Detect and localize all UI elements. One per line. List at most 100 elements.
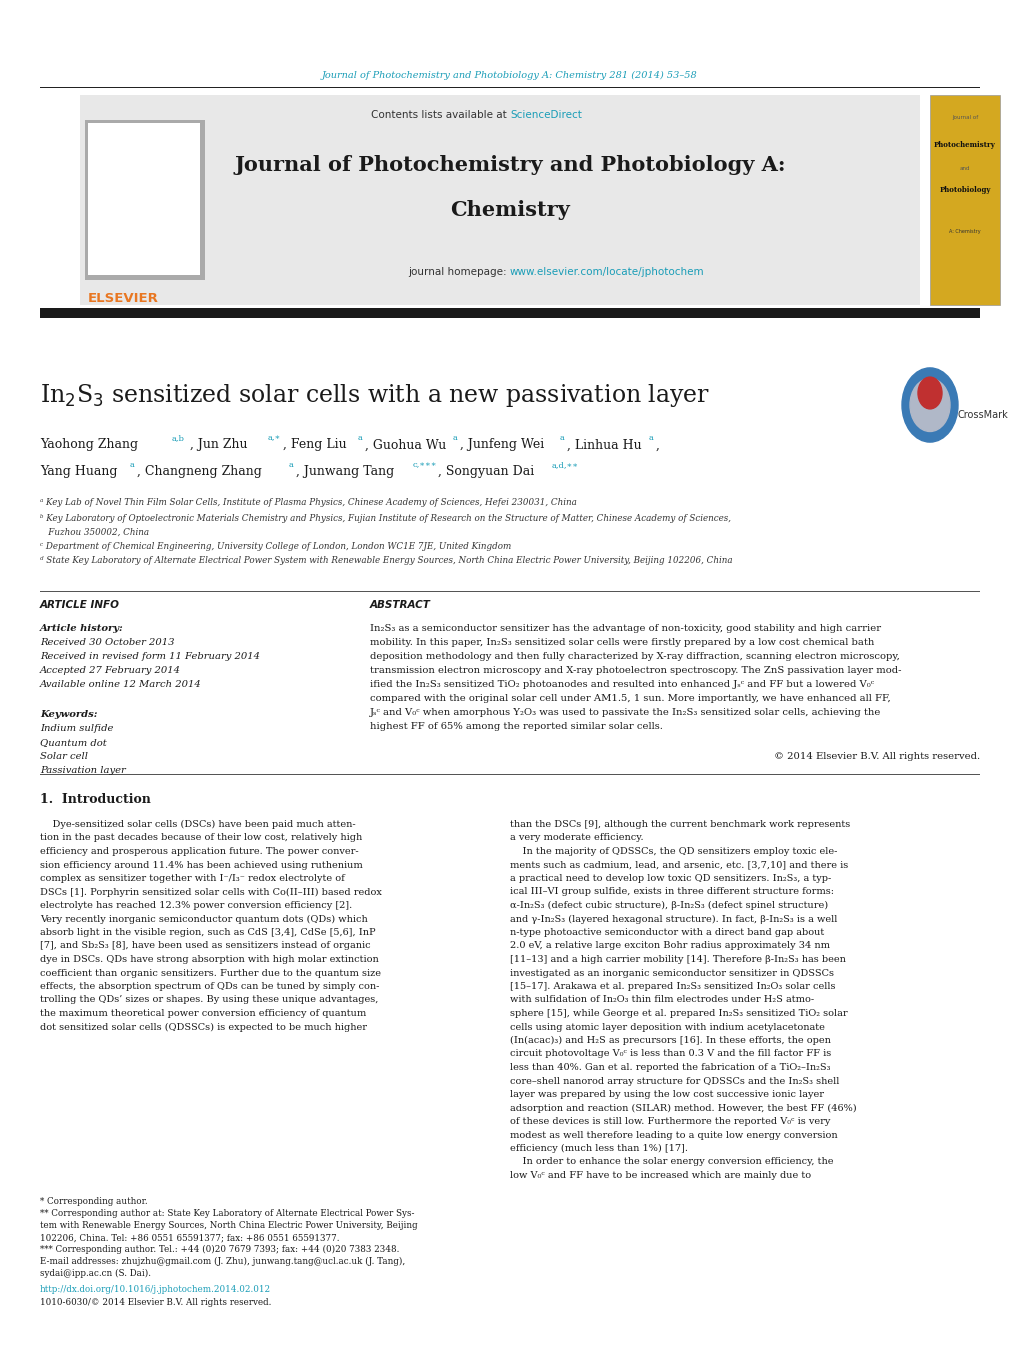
Text: www.elsevier.com/locate/jphotochem: www.elsevier.com/locate/jphotochem [510,267,704,277]
Text: transmission electron microscopy and X-ray photoelectron spectroscopy. The ZnS p: transmission electron microscopy and X-r… [370,666,901,676]
Text: ScienceDirect: ScienceDirect [510,109,581,120]
Text: , Linhua Hu: , Linhua Hu [567,439,641,451]
Text: efficiency (much less than 1%) [17].: efficiency (much less than 1%) [17]. [510,1144,688,1154]
Text: DSCs [1]. Porphyrin sensitized solar cells with Co(II–III) based redox: DSCs [1]. Porphyrin sensitized solar cel… [40,888,381,897]
Text: a: a [358,434,363,442]
Text: dye in DSCs. QDs have strong absorption with high molar extinction: dye in DSCs. QDs have strong absorption … [40,955,378,965]
Text: than the DSCs [9], although the current benchmark work represents: than the DSCs [9], although the current … [510,820,850,830]
Text: investigated as an inorganic semiconductor sensitizer in QDSSCs: investigated as an inorganic semiconduct… [510,969,834,978]
Text: ARTICLE INFO: ARTICLE INFO [40,600,120,611]
Text: c,∗∗∗: c,∗∗∗ [413,461,437,469]
Text: mobility. In this paper, In₂S₃ sensitized solar cells were firstly prepared by a: mobility. In this paper, In₂S₃ sensitize… [370,638,873,647]
Text: circuit photovoltage V₀ᶜ is less than 0.3 V and the fill factor FF is: circuit photovoltage V₀ᶜ is less than 0.… [510,1050,830,1058]
Text: with sulfidation of In₂O₃ thin film electrodes under H₂S atmo-: with sulfidation of In₂O₃ thin film elec… [510,996,813,1005]
Text: In$_2$S$_3$ sensitized solar cells with a new passivation layer: In$_2$S$_3$ sensitized solar cells with … [40,381,709,408]
Text: Available online 12 March 2014: Available online 12 March 2014 [40,680,202,689]
Text: sion efficiency around 11.4% has been achieved using ruthenium: sion efficiency around 11.4% has been ac… [40,861,363,870]
Text: Passivation layer: Passivation layer [40,766,125,775]
Text: A: Chemistry: A: Chemistry [949,230,980,235]
Text: tem with Renewable Energy Sources, North China Electric Power University, Beijin: tem with Renewable Energy Sources, North… [40,1221,417,1229]
Text: Keywords:: Keywords: [40,711,98,719]
Text: sydai@ipp.ac.cn (S. Dai).: sydai@ipp.ac.cn (S. Dai). [40,1269,151,1278]
Text: Article history:: Article history: [40,624,123,634]
Text: and: and [959,166,969,170]
Text: a: a [648,434,653,442]
Text: Chemistry: Chemistry [449,200,570,220]
Text: highest FF of 65% among the reported similar solar cells.: highest FF of 65% among the reported sim… [370,721,662,731]
Text: ᵇ Key Laboratory of Optoelectronic Materials Chemistry and Physics, Fujian Insti: ᵇ Key Laboratory of Optoelectronic Mater… [40,513,731,523]
Text: a,∗: a,∗ [268,434,281,442]
Text: ments such as cadmium, lead, and arsenic, etc. [3,7,10] and there is: ments such as cadmium, lead, and arsenic… [510,861,848,870]
Text: © 2014 Elsevier B.V. All rights reserved.: © 2014 Elsevier B.V. All rights reserved… [773,753,979,761]
Text: less than 40%. Gan et al. reported the fabrication of a TiO₂–In₂S₃: less than 40%. Gan et al. reported the f… [510,1063,829,1071]
Text: 102206, China. Tel: +86 0551 65591377; fax: +86 0551 65591377.: 102206, China. Tel: +86 0551 65591377; f… [40,1233,339,1242]
Text: 1010-6030/© 2014 Elsevier B.V. All rights reserved.: 1010-6030/© 2014 Elsevier B.V. All right… [40,1298,271,1306]
Text: Very recently inorganic semiconductor quantum dots (QDs) which: Very recently inorganic semiconductor qu… [40,915,368,924]
Text: , Junfeng Wei: , Junfeng Wei [460,439,544,451]
Text: In the majority of QDSSCs, the QD sensitizers employ toxic ele-: In the majority of QDSSCs, the QD sensit… [510,847,837,857]
Text: tion in the past decades because of their low cost, relatively high: tion in the past decades because of thei… [40,834,362,843]
Text: absorb light in the visible region, such as CdS [3,4], CdSe [5,6], InP: absorb light in the visible region, such… [40,928,375,938]
Text: α-In₂S₃ (defect cubic structure), β-In₂S₃ (defect spinel structure): α-In₂S₃ (defect cubic structure), β-In₂S… [510,901,827,911]
Text: and γ-In₂S₃ (layered hexagonal structure). In fact, β-In₂S₃ is a well: and γ-In₂S₃ (layered hexagonal structure… [510,915,837,924]
Text: ELSEVIER: ELSEVIER [88,292,159,304]
Text: Accepted 27 February 2014: Accepted 27 February 2014 [40,666,180,676]
Text: dot sensitized solar cells (QDSSCs) is expected to be much higher: dot sensitized solar cells (QDSSCs) is e… [40,1023,367,1032]
Text: n-type photoactive semiconductor with a direct band gap about: n-type photoactive semiconductor with a … [510,928,823,938]
Text: Contents lists available at: Contents lists available at [371,109,510,120]
Text: *** Corresponding author. Tel.: +44 (0)20 7679 7393; fax: +44 (0)20 7383 2348.: *** Corresponding author. Tel.: +44 (0)2… [40,1246,399,1254]
Text: a very moderate efficiency.: a very moderate efficiency. [510,834,643,843]
Text: adsorption and reaction (SILAR) method. However, the best FF (46%): adsorption and reaction (SILAR) method. … [510,1104,856,1113]
Text: 1.  Introduction: 1. Introduction [40,793,151,807]
Text: , Jun Zhu: , Jun Zhu [190,439,248,451]
Text: , Guohua Wu: , Guohua Wu [365,439,446,451]
Text: Solar cell: Solar cell [40,753,88,761]
Text: efficiency and prosperous application future. The power conver-: efficiency and prosperous application fu… [40,847,359,857]
Text: the maximum theoretical power conversion efficiency of quantum: the maximum theoretical power conversion… [40,1009,366,1019]
Text: layer was prepared by using the low cost successive ionic layer: layer was prepared by using the low cost… [510,1090,823,1098]
Text: Fuzhou 350002, China: Fuzhou 350002, China [40,528,149,536]
Text: ,: , [655,439,659,451]
Text: , Songyuan Dai: , Songyuan Dai [437,466,534,478]
Text: modest as well therefore leading to a quite low energy conversion: modest as well therefore leading to a qu… [510,1131,837,1139]
Text: Photochemistry: Photochemistry [933,141,995,149]
Text: complex as sensitizer together with I⁻/I₃⁻ redox electrolyte of: complex as sensitizer together with I⁻/I… [40,874,344,884]
Text: Quantum dot: Quantum dot [40,738,107,747]
Text: low V₀ᶜ and FF have to be increased which are mainly due to: low V₀ᶜ and FF have to be increased whic… [510,1171,810,1179]
Text: In order to enhance the solar energy conversion efficiency, the: In order to enhance the solar energy con… [510,1158,833,1166]
Text: , Feng Liu: , Feng Liu [282,439,346,451]
Text: a,b: a,b [172,434,184,442]
Text: ** Corresponding author at: State Key Laboratory of Alternate Electrical Power S: ** Corresponding author at: State Key La… [40,1209,414,1219]
Text: 2.0 eV, a relative large exciton Bohr radius approximately 34 nm: 2.0 eV, a relative large exciton Bohr ra… [510,942,829,951]
Text: ified the In₂S₃ sensitized TiO₂ photoanodes and resulted into enhanced Jₛᶜ and F: ified the In₂S₃ sensitized TiO₂ photoano… [370,680,873,689]
Text: Jₛᶜ and V₀ᶜ when amorphous Y₂O₃ was used to passivate the In₂S₃ sensitized solar: Jₛᶜ and V₀ᶜ when amorphous Y₂O₃ was used… [370,708,880,717]
Text: core–shell nanorod array structure for QDSSCs and the In₂S₃ shell: core–shell nanorod array structure for Q… [510,1077,839,1085]
Text: of these devices is still low. Furthermore the reported V₀ᶜ is very: of these devices is still low. Furthermo… [510,1117,829,1125]
Text: Received 30 October 2013: Received 30 October 2013 [40,638,174,647]
Text: In₂S₃ as a semiconductor sensitizer has the advantage of non-toxicity, good stab: In₂S₃ as a semiconductor sensitizer has … [370,624,880,634]
Text: Journal of Photochemistry and Photobiology A: Chemistry 281 (2014) 53–58: Journal of Photochemistry and Photobiolo… [322,70,697,80]
Text: cells using atomic layer deposition with indium acetylacetonate: cells using atomic layer deposition with… [510,1023,824,1032]
Text: ical III–VI group sulfide, exists in three different structure forms:: ical III–VI group sulfide, exists in thr… [510,888,834,897]
Text: , Changneng Zhang: , Changneng Zhang [137,466,262,478]
Text: Received in revised form 11 February 2014: Received in revised form 11 February 201… [40,653,260,661]
Text: [15–17]. Arakawa et al. prepared In₂S₃ sensitized In₂O₃ solar cells: [15–17]. Arakawa et al. prepared In₂S₃ s… [510,982,835,992]
Text: Indium sulfide: Indium sulfide [40,724,113,734]
Text: Yang Huang: Yang Huang [40,466,117,478]
Text: coefficient than organic sensitizers. Further due to the quantum size: coefficient than organic sensitizers. Fu… [40,969,381,978]
Text: ᶜ Department of Chemical Engineering, University College of London, London WC1E : ᶜ Department of Chemical Engineering, Un… [40,542,511,551]
Text: effects, the absorption spectrum of QDs can be tuned by simply con-: effects, the absorption spectrum of QDs … [40,982,379,992]
Text: a: a [288,461,293,469]
Text: a: a [129,461,135,469]
Text: deposition methodology and then fully characterized by X-ray diffraction, scanni: deposition methodology and then fully ch… [370,653,899,661]
Text: a,d,∗∗: a,d,∗∗ [551,461,579,469]
Text: Photobiology: Photobiology [938,186,989,195]
Text: (In(acac)₃) and H₂S as precursors [16]. In these efforts, the open: (In(acac)₃) and H₂S as precursors [16]. … [510,1036,830,1046]
Text: compared with the original solar cell under AM1.5, 1 sun. More importantly, we h: compared with the original solar cell un… [370,694,890,703]
Text: Yaohong Zhang: Yaohong Zhang [40,439,138,451]
Text: Dye-sensitized solar cells (DSCs) have been paid much atten-: Dye-sensitized solar cells (DSCs) have b… [40,820,356,830]
Text: a: a [452,434,458,442]
Text: Journal of: Journal of [951,115,977,120]
Text: http://dx.doi.org/10.1016/j.jphotochem.2014.02.012: http://dx.doi.org/10.1016/j.jphotochem.2… [40,1285,271,1294]
Text: ᵈ State Key Laboratory of Alternate Electrical Power System with Renewable Energ: ᵈ State Key Laboratory of Alternate Elec… [40,557,732,565]
